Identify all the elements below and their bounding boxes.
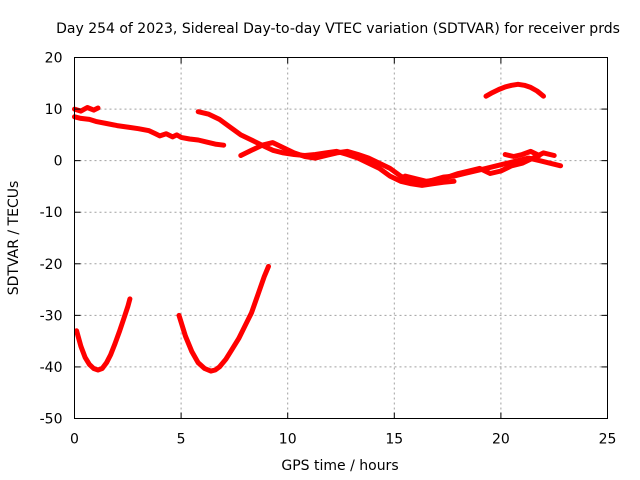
series-line-track-7 (483, 81, 546, 99)
series-line-track-2 (72, 114, 227, 148)
y-tick-label: -40 (40, 360, 63, 376)
x-tick-label: 15 (385, 432, 403, 448)
x-tick-label: 5 (177, 432, 186, 448)
chart-title: Day 254 of 2023, Sidereal Day-to-day VTE… (56, 21, 620, 37)
y-tick-label: 20 (45, 51, 63, 67)
series-line-track-9 (176, 263, 271, 374)
series-line-track-5 (402, 150, 557, 184)
x-tick-label: 25 (599, 432, 617, 448)
y-tick-label: -50 (40, 412, 63, 428)
plot-frame (74, 57, 608, 419)
x-axis-label: GPS time / hours (281, 458, 398, 474)
axis-ticks: 0 5 10 15 20 25 -50 -40 -30 -20 -10 0 10 20 (40, 51, 617, 448)
y-axis-label: SDTVAR / TECUs (6, 181, 22, 296)
series-line-track-6 (502, 148, 542, 159)
y-tick-label: 0 (54, 154, 63, 170)
y-tick-label: -20 (40, 257, 63, 273)
y-tick-label: 10 (45, 102, 63, 118)
series-line-track-8 (74, 296, 133, 373)
x-tick-label: 0 (70, 432, 79, 448)
series-line-track-1 (72, 105, 101, 114)
series-line-track-4 (238, 140, 564, 185)
x-tick-label: 10 (279, 432, 297, 448)
series-line-track-3 (195, 109, 457, 188)
x-tick-label: 20 (492, 432, 510, 448)
y-tick-label: -10 (40, 205, 63, 221)
y-tick-label: -30 (40, 308, 63, 324)
grid-lines (74, 57, 608, 419)
data-series-group (72, 81, 564, 374)
